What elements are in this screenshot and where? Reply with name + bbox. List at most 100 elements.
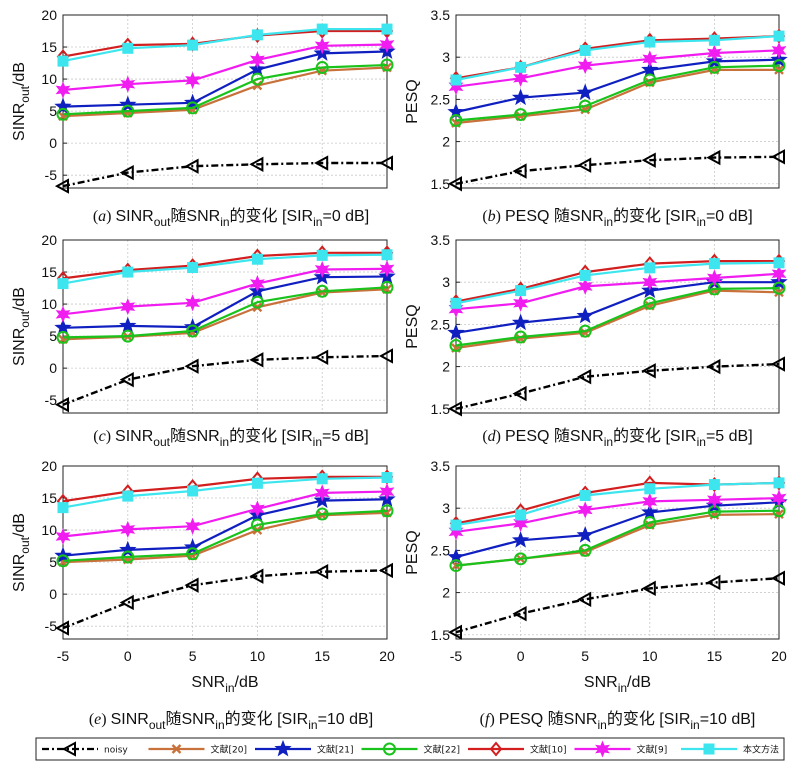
y-tick-label: 1.5 bbox=[431, 176, 451, 192]
data-point-ours bbox=[708, 34, 720, 46]
series-line-r9 bbox=[62, 490, 388, 538]
series-ours bbox=[450, 477, 785, 531]
data-point-noisy bbox=[577, 369, 592, 385]
series-line-r9 bbox=[455, 497, 780, 533]
y-axis-label: SINRout/dB bbox=[11, 62, 32, 141]
y-axis-label: SINRout/dB bbox=[11, 513, 32, 592]
data-point-ours bbox=[251, 477, 263, 489]
series-r9 bbox=[55, 260, 395, 323]
x-tick-label: 0 bbox=[124, 648, 132, 664]
data-point-ours bbox=[579, 269, 591, 281]
series-r22 bbox=[449, 504, 786, 573]
data-point-ours bbox=[450, 74, 462, 86]
data-point-r20 bbox=[774, 65, 784, 75]
data-point-r9 bbox=[642, 50, 658, 68]
data-point-r9 bbox=[120, 520, 136, 538]
data-point-noisy bbox=[770, 570, 785, 586]
data-point-noisy bbox=[641, 152, 656, 168]
data-point-r21 bbox=[119, 95, 137, 113]
legend-marker-r9 bbox=[595, 740, 610, 758]
y-tick-label: 1.5 bbox=[431, 627, 451, 643]
data-point-r21 bbox=[183, 538, 202, 555]
legend-entry-r20: 文献[20] bbox=[148, 744, 247, 756]
y-tick-label: 2.5 bbox=[431, 542, 451, 558]
legend-label-r10: 文献[10] bbox=[530, 744, 566, 756]
data-point-r22 bbox=[707, 60, 721, 74]
data-point-r9 bbox=[314, 260, 330, 279]
data-point-r22 bbox=[643, 73, 657, 87]
series-r9 bbox=[55, 35, 395, 99]
y-tick-label: 20 bbox=[41, 232, 57, 248]
series-line-r22 bbox=[455, 64, 780, 122]
data-point-noisy bbox=[54, 396, 69, 413]
series-line-r10 bbox=[455, 260, 779, 303]
data-point-r22 bbox=[315, 284, 329, 298]
data-point-r9 bbox=[771, 489, 787, 507]
x-tick-label: 0 bbox=[517, 648, 525, 664]
series-line-noisy bbox=[455, 577, 780, 634]
y-tick-label: 5 bbox=[49, 103, 57, 119]
data-point-ours bbox=[579, 44, 591, 56]
series-ours bbox=[57, 249, 393, 290]
data-point-ours bbox=[122, 42, 134, 54]
series-noisy bbox=[447, 149, 785, 192]
series-r22 bbox=[449, 59, 786, 127]
data-point-r21 bbox=[54, 97, 72, 115]
series-ours bbox=[57, 472, 393, 514]
series-r9 bbox=[448, 265, 787, 318]
data-point-r22 bbox=[514, 552, 528, 566]
y-tick-label: -5 bbox=[45, 392, 58, 408]
x-tick-label: -5 bbox=[450, 648, 463, 664]
series-r21 bbox=[54, 42, 396, 115]
data-point-r22 bbox=[121, 104, 135, 118]
data-point-r20 bbox=[774, 287, 784, 298]
data-point-ours bbox=[57, 502, 69, 514]
series-r10 bbox=[56, 23, 394, 65]
data-point-r9 bbox=[249, 275, 265, 293]
series-line-r21 bbox=[455, 58, 780, 114]
data-point-r22 bbox=[56, 107, 70, 121]
legend-marker-r20 bbox=[171, 744, 182, 754]
y-tick-label: 20 bbox=[41, 7, 57, 23]
data-point-noisy bbox=[184, 358, 199, 374]
series-r22 bbox=[56, 58, 394, 121]
series-noisy bbox=[447, 570, 785, 640]
data-point-r21 bbox=[576, 526, 594, 543]
y-tick-label: 2.5 bbox=[431, 91, 451, 107]
data-point-noisy bbox=[184, 158, 199, 174]
data-point-noisy bbox=[641, 363, 656, 379]
y-tick-label: 3.5 bbox=[431, 7, 451, 23]
series-ours bbox=[450, 30, 785, 86]
legend-label-r21: 文献[21] bbox=[317, 744, 353, 756]
data-point-noisy bbox=[641, 580, 656, 597]
y-tick-label: 2 bbox=[442, 585, 450, 601]
series-noisy bbox=[54, 155, 393, 194]
data-point-ours bbox=[316, 23, 328, 35]
data-point-ours bbox=[515, 509, 527, 521]
series-line-ours bbox=[62, 28, 387, 63]
data-point-r22 bbox=[380, 504, 394, 518]
legend-marker-r22 bbox=[383, 742, 396, 756]
y-tick-label: 3.5 bbox=[431, 458, 451, 474]
legend-label-noisy: noisy bbox=[104, 746, 128, 756]
data-point-noisy bbox=[54, 178, 69, 194]
data-point-r9 bbox=[55, 305, 71, 323]
data-point-r9 bbox=[771, 41, 787, 59]
series-line-r22 bbox=[62, 286, 388, 339]
y-tick-label: 3 bbox=[442, 49, 450, 65]
data-point-r9 bbox=[577, 277, 593, 295]
data-point-r9 bbox=[120, 75, 136, 93]
series-line-ours bbox=[455, 35, 780, 82]
data-point-noisy bbox=[577, 157, 592, 173]
data-point-noisy bbox=[447, 624, 462, 640]
data-point-ours bbox=[122, 266, 134, 278]
data-point-r22 bbox=[578, 99, 592, 113]
data-point-noisy bbox=[184, 577, 199, 593]
data-point-noisy bbox=[378, 348, 393, 364]
data-point-ours bbox=[515, 61, 527, 73]
series-line-r21 bbox=[62, 50, 388, 108]
panel-d: 1.5 2 2.5 3 3.5 PESQ (d) PESQ 随SNRin的变化 [SIRin… bbox=[404, 232, 788, 449]
x-tick-label: 5 bbox=[189, 648, 197, 664]
plot-frame bbox=[455, 239, 780, 414]
series-line-r9 bbox=[455, 49, 780, 88]
